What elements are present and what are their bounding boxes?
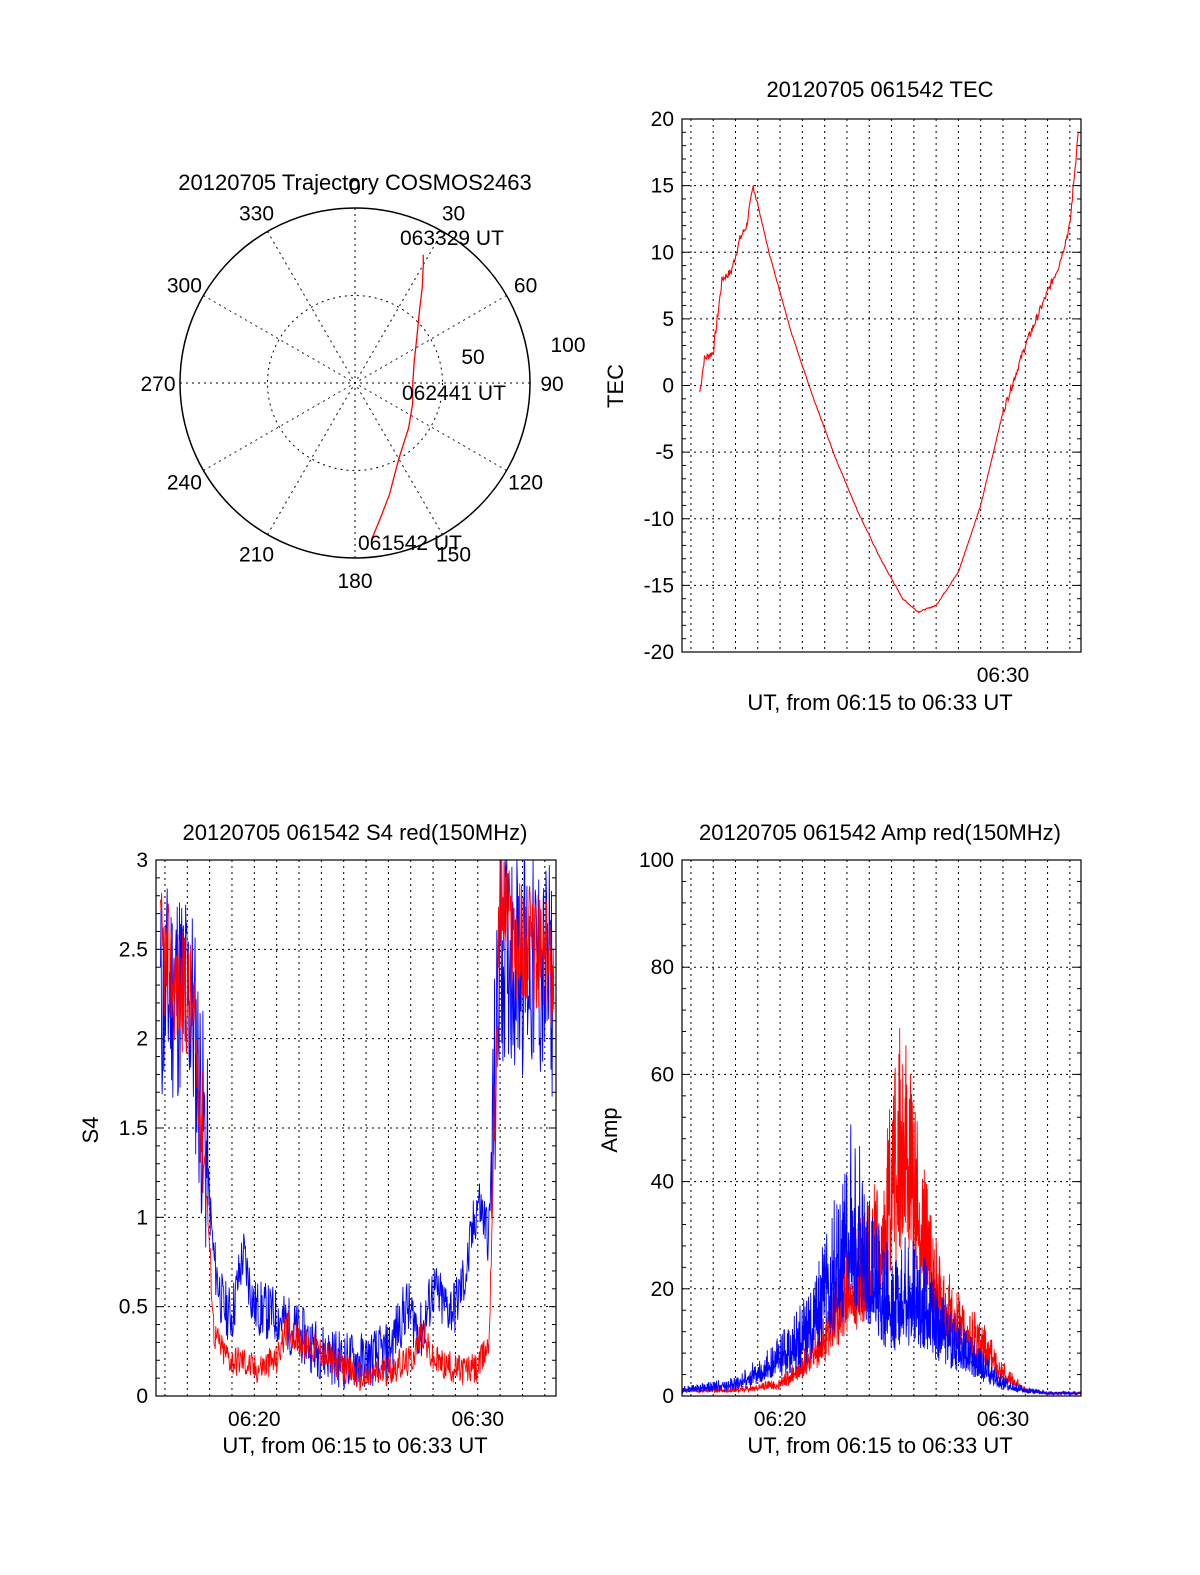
amp-frame (681, 859, 1082, 1397)
s4-ytick-label: 1.5 (119, 1117, 148, 1140)
s4-xtick-label: 06:30 (452, 1408, 505, 1431)
s4-plot-area: 0 0.5 1 1.5 2 2.5 3 06:20 06:30 (119, 849, 557, 1431)
tec-ytick-label: -10 (644, 508, 674, 531)
azimuth-label-330: 330 (239, 202, 274, 225)
tec-ytick-label: 0 (662, 375, 674, 398)
amp-series-red (681, 1027, 1082, 1397)
s4-frame (155, 859, 557, 1397)
trajectory-panel: 20120705 Trajectory COSMOS2463 0 30 60 90 12… (140, 170, 585, 593)
s4-ylabel: S4 (78, 1117, 103, 1144)
s4-ytick-label: 2 (136, 1028, 148, 1051)
azimuth-label-0: 0 (349, 176, 361, 199)
trajectory-title: 20120705 Trajectory COSMOS2463 (178, 170, 531, 195)
amp-panel: 20120705 061542 Amp red(150MHz) 0 20 40 60 8… (597, 820, 1082, 1458)
azimuth-label-120: 120 (508, 472, 543, 495)
azimuth-label-270: 270 (140, 373, 175, 396)
radius-label-100: 100 (550, 334, 585, 357)
trajectory-line (370, 254, 424, 540)
tec-frame (681, 118, 1082, 653)
tec-ytick-label: 5 (662, 308, 674, 331)
tec-ytick-label: -5 (655, 441, 674, 464)
azimuth-label-150: 150 (436, 544, 471, 567)
tec-ytick-label: -20 (644, 641, 674, 664)
annotation-mid-time: 062441 UT (402, 382, 506, 405)
s4-series-blue (160, 859, 555, 1389)
azimuth-label-60: 60 (514, 275, 537, 298)
amp-xtick-label: 06:30 (977, 1408, 1030, 1431)
polar-grid (179, 207, 531, 559)
polar-ring-50 (267, 295, 443, 471)
trajectory-series (370, 254, 424, 540)
tec-xlabel: UT, from 06:15 to 06:33 UT (747, 690, 1012, 715)
radius-label-50: 50 (461, 346, 484, 369)
s4-series-red (160, 859, 555, 1392)
polar-spoke-150 (267, 231, 443, 535)
polar-azimuth-labels: 0 30 60 90 120 150 180 210 240 270 300 330 (140, 176, 563, 593)
amp-series-blue (681, 1124, 1082, 1396)
amp-plot-area: 0 20 40 60 80 100 06:20 06:30 (639, 849, 1082, 1431)
tec-title: 20120705 061542 TEC (766, 77, 993, 102)
s4-xlabel: UT, from 06:15 to 06:33 UT (222, 1433, 487, 1458)
annotation-end-time: 063329 UT (400, 227, 504, 250)
amp-title: 20120705 061542 Amp red(150MHz) (699, 820, 1061, 845)
tec-ytick-label: 20 (651, 108, 674, 131)
tec-xtick-label: 06:30 (977, 664, 1030, 687)
azimuth-label-240: 240 (167, 472, 202, 495)
annotation-start-time: 061542 UT (358, 532, 462, 555)
s4-ytick-label: 0.5 (119, 1296, 148, 1319)
tec-plot-area: -20 -15 -10 -5 0 5 10 15 20 06:30 (644, 108, 1082, 687)
azimuth-label-300: 300 (167, 275, 202, 298)
tec-panel: 20120705 061542 TEC -20 -15 -10 -5 0 5 10 15 20 0… (603, 77, 1082, 715)
s4-xtick-label: 06:20 (228, 1408, 281, 1431)
tec-ytick-label: -15 (644, 574, 674, 597)
tec-ylabel: TEC (603, 364, 628, 408)
amp-xlabel: UT, from 06:15 to 06:33 UT (747, 1433, 1012, 1458)
amp-ytick-label: 40 (651, 1171, 674, 1194)
azimuth-label-30: 30 (442, 202, 465, 225)
s4-panel: 20120705 061542 S4 red(150MHz) 0 0.5 1 1.5 2… (78, 820, 557, 1458)
amp-ytick-label: 60 (651, 1063, 674, 1086)
amp-ytick-label: 0 (662, 1385, 674, 1408)
azimuth-label-180: 180 (337, 570, 372, 593)
amp-xtick-label: 06:20 (754, 1408, 807, 1431)
tec-ytick-label: 15 (651, 175, 674, 198)
amp-ytick-label: 100 (639, 849, 674, 872)
s4-ytick-label: 2.5 (119, 938, 148, 961)
polar-radius-labels: 50 100 (461, 334, 585, 369)
azimuth-label-210: 210 (239, 544, 274, 567)
azimuth-label-90: 90 (540, 373, 563, 396)
s4-ytick-label: 1 (136, 1206, 148, 1229)
s4-ytick-label: 3 (136, 849, 148, 872)
s4-ytick-label: 0 (136, 1385, 148, 1408)
amp-ylabel: Amp (597, 1107, 622, 1152)
amp-ytick-label: 80 (651, 956, 674, 979)
s4-title: 20120705 061542 S4 red(150MHz) (183, 820, 528, 845)
amp-ytick-label: 20 (651, 1278, 674, 1301)
tec-series-red (699, 133, 1079, 614)
tec-ytick-label: 10 (651, 241, 674, 264)
